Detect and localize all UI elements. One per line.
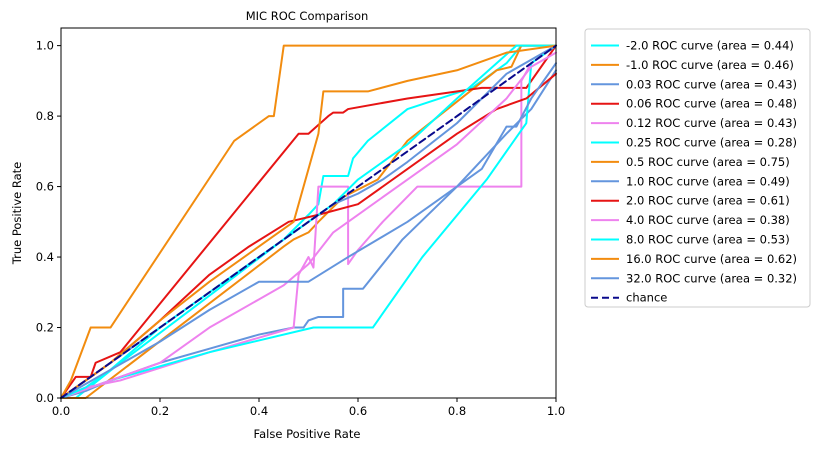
chart-title: MIC ROC Comparison <box>246 9 369 23</box>
y-tick-label: 0.6 <box>36 180 54 194</box>
legend-label: 0.12 ROC curve (area = 0.43) <box>626 116 797 130</box>
legend-label: 16.0 ROC curve (area = 0.62) <box>626 252 797 266</box>
x-tick-label: 0.0 <box>52 404 70 418</box>
series-line-3 <box>60 44 557 399</box>
y-tick-label: 0.8 <box>36 109 54 123</box>
y-tick-label: 0.0 <box>36 391 54 405</box>
legend-label: 0.5 ROC curve (area = 0.75) <box>626 155 790 169</box>
x-tick-label: 0.2 <box>151 404 169 418</box>
series-line-13 <box>60 44 557 399</box>
plot-lines <box>60 44 557 399</box>
y-tick-label: 0.4 <box>36 250 54 264</box>
legend-label: -2.0 ROC curve (area = 0.44) <box>626 39 794 53</box>
series-line-12 <box>60 62 557 399</box>
y-tick-label: 0.2 <box>36 321 54 335</box>
legend-label: chance <box>626 291 667 305</box>
y-axis: 0.0 0.2 0.4 0.6 0.8 1.0 <box>36 39 61 405</box>
legend-label: 2.0 ROC curve (area = 0.61) <box>626 194 790 208</box>
x-tick-label: 1.0 <box>547 404 565 418</box>
y-axis-label: True Positive Rate <box>10 162 24 265</box>
x-tick-label: 0.8 <box>448 404 466 418</box>
legend-items: -2.0 ROC curve (area = 0.44) -1.0 ROC cur… <box>591 39 797 305</box>
legend-frame <box>584 28 811 308</box>
legend-label: 0.06 ROC curve (area = 0.48) <box>626 97 797 111</box>
x-tick-label: 0.4 <box>250 404 268 418</box>
series-line-9 <box>60 51 557 399</box>
y-tick-label: 1.0 <box>36 39 54 53</box>
series-line-6 <box>60 44 557 399</box>
legend-label: 8.0 ROC curve (area = 0.53) <box>626 233 790 247</box>
x-tick-label: 0.6 <box>349 404 367 418</box>
legend-label: 0.25 ROC curve (area = 0.28) <box>626 136 797 150</box>
series-line-11 <box>60 44 557 399</box>
legend: -2.0 ROC curve (area = 0.44) -1.0 ROC cur… <box>584 28 811 308</box>
x-axis: 0.0 0.2 0.4 0.6 0.8 1.0 <box>52 398 565 418</box>
legend-label: 1.0 ROC curve (area = 0.49) <box>626 174 790 188</box>
legend-label: 4.0 ROC curve (area = 0.38) <box>626 213 790 227</box>
legend-label: -1.0 ROC curve (area = 0.46) <box>626 58 794 72</box>
legend-label: 0.03 ROC curve (area = 0.43) <box>626 77 797 91</box>
plot-frame <box>60 27 557 399</box>
x-axis-label: False Positive Rate <box>254 427 361 441</box>
legend-label: 32.0 ROC curve (area = 0.32) <box>626 271 797 285</box>
